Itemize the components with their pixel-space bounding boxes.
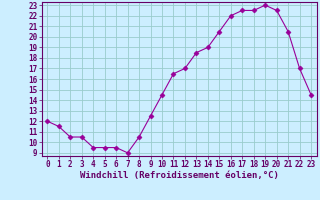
X-axis label: Windchill (Refroidissement éolien,°C): Windchill (Refroidissement éolien,°C) — [80, 171, 279, 180]
